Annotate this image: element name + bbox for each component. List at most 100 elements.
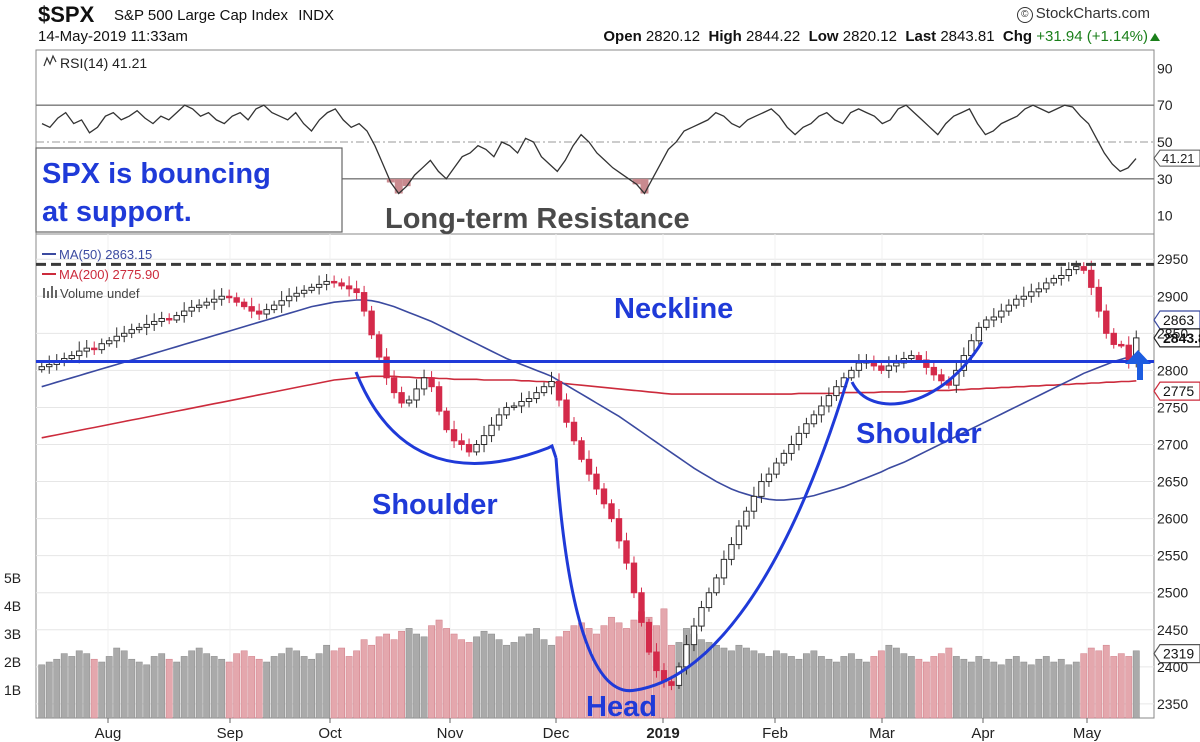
volume-bar <box>1050 661 1058 719</box>
volume-y-tick: 1B <box>4 682 21 698</box>
volume-bar <box>360 639 368 719</box>
candle <box>630 556 638 599</box>
candle <box>165 313 173 325</box>
candle <box>1005 299 1013 316</box>
candle <box>713 574 720 596</box>
price-y-tick: 2400 <box>1157 659 1188 675</box>
rsi-last-tag <box>1153 149 1200 167</box>
volume-bar <box>967 661 975 719</box>
ma50-price-tag <box>1153 310 1200 330</box>
candle <box>728 537 735 566</box>
candle <box>585 450 593 482</box>
candle <box>578 437 585 463</box>
candle <box>638 587 645 627</box>
volume-bar <box>870 656 878 719</box>
volume-bar <box>645 616 653 719</box>
rsi-legend: RSI(14) 41.21 <box>43 54 147 71</box>
timestamp: 14-May-2019 11:33am <box>38 28 188 45</box>
volume-bar <box>937 653 945 719</box>
left-shoulder-curve <box>354 371 558 465</box>
volume-bar <box>503 644 510 719</box>
rsi-y-tick: 10 <box>1157 208 1173 224</box>
rsi-y-tick: 30 <box>1157 171 1173 187</box>
candle <box>1088 260 1095 296</box>
volume-bar <box>915 658 923 719</box>
left-shoulder-label: Shoulder <box>372 489 498 521</box>
candle <box>465 438 473 457</box>
candle <box>600 483 608 509</box>
volume-bar <box>135 661 143 719</box>
volume-bar <box>728 650 735 719</box>
candle <box>510 402 518 411</box>
volume-bar <box>233 653 241 719</box>
low-value: 2820.12 <box>842 28 897 45</box>
candle <box>270 300 278 314</box>
x-tick-label: 2019 <box>646 725 679 742</box>
candle <box>83 339 90 358</box>
candle <box>150 313 158 331</box>
candle <box>443 407 450 433</box>
rsi-last-tag-text: 41.21 <box>1162 151 1195 166</box>
rsi-y-tick: 50 <box>1157 134 1173 150</box>
index-full-name: S&P 500 Large Cap Index <box>114 7 289 24</box>
axis-labels: 90 70 50 30 10 2950 2900 2850 2800 2750 2700 2650 26… <box>4 60 1188 742</box>
candlesticks <box>38 260 1140 691</box>
candle <box>263 303 270 319</box>
candle <box>518 392 525 414</box>
volume-bar <box>180 656 188 719</box>
volume-bar <box>518 636 525 719</box>
volume-bar <box>847 653 855 719</box>
volume-y-tick: 5B <box>4 570 21 586</box>
price-y-tick: 2700 <box>1157 436 1188 452</box>
volume-bar <box>773 650 780 719</box>
volume-bar <box>278 653 286 719</box>
support-arrow-icon <box>1125 350 1151 380</box>
candle <box>173 311 180 323</box>
candle <box>1110 328 1117 349</box>
candle <box>180 302 188 323</box>
candle <box>533 386 540 404</box>
volume-bar <box>173 661 181 719</box>
volume-bar <box>840 656 848 719</box>
candle <box>525 391 533 408</box>
volume-bar <box>203 653 211 719</box>
volume-bar <box>83 653 91 719</box>
volume-bar <box>930 656 938 719</box>
rsi-y-tick: 70 <box>1157 97 1173 113</box>
symbol: $SPX <box>38 2 95 27</box>
candle <box>848 366 855 381</box>
price-y-tick: 2550 <box>1157 548 1188 564</box>
candle <box>810 410 818 428</box>
price-y-tick: 2900 <box>1157 288 1188 304</box>
volume-tag <box>1153 644 1200 664</box>
rsi-oversold-fill <box>394 178 403 194</box>
x-tick-label: Aug <box>95 725 122 742</box>
volume-bar <box>248 656 256 719</box>
volume-bar <box>1102 644 1110 719</box>
candle <box>330 275 338 288</box>
volume-bar <box>788 656 795 719</box>
price-y-tick: 2950 <box>1157 251 1188 267</box>
candle <box>158 311 165 327</box>
candle <box>975 322 983 345</box>
candle <box>548 371 555 395</box>
volume-bar <box>1117 653 1125 719</box>
open-label: Open <box>603 28 642 45</box>
ma50-legend-text: MA(50) 2863.15 <box>59 247 152 262</box>
x-tick-label: Sep <box>217 725 244 742</box>
volume-bar <box>143 664 151 719</box>
volume-bar <box>390 639 398 719</box>
volume-bar <box>368 644 375 719</box>
volume-bar <box>555 636 563 719</box>
ma50-price-tag-text: 2863 <box>1163 312 1194 328</box>
head-curve <box>554 377 850 693</box>
candle <box>1080 262 1087 274</box>
candle <box>368 305 375 339</box>
brand[interactable]: © StockCharts.com <box>1016 5 1150 23</box>
candle <box>1043 277 1050 293</box>
candle <box>788 435 795 461</box>
volume-bar <box>308 658 316 719</box>
candle <box>623 532 630 570</box>
volume-bar <box>825 658 833 719</box>
